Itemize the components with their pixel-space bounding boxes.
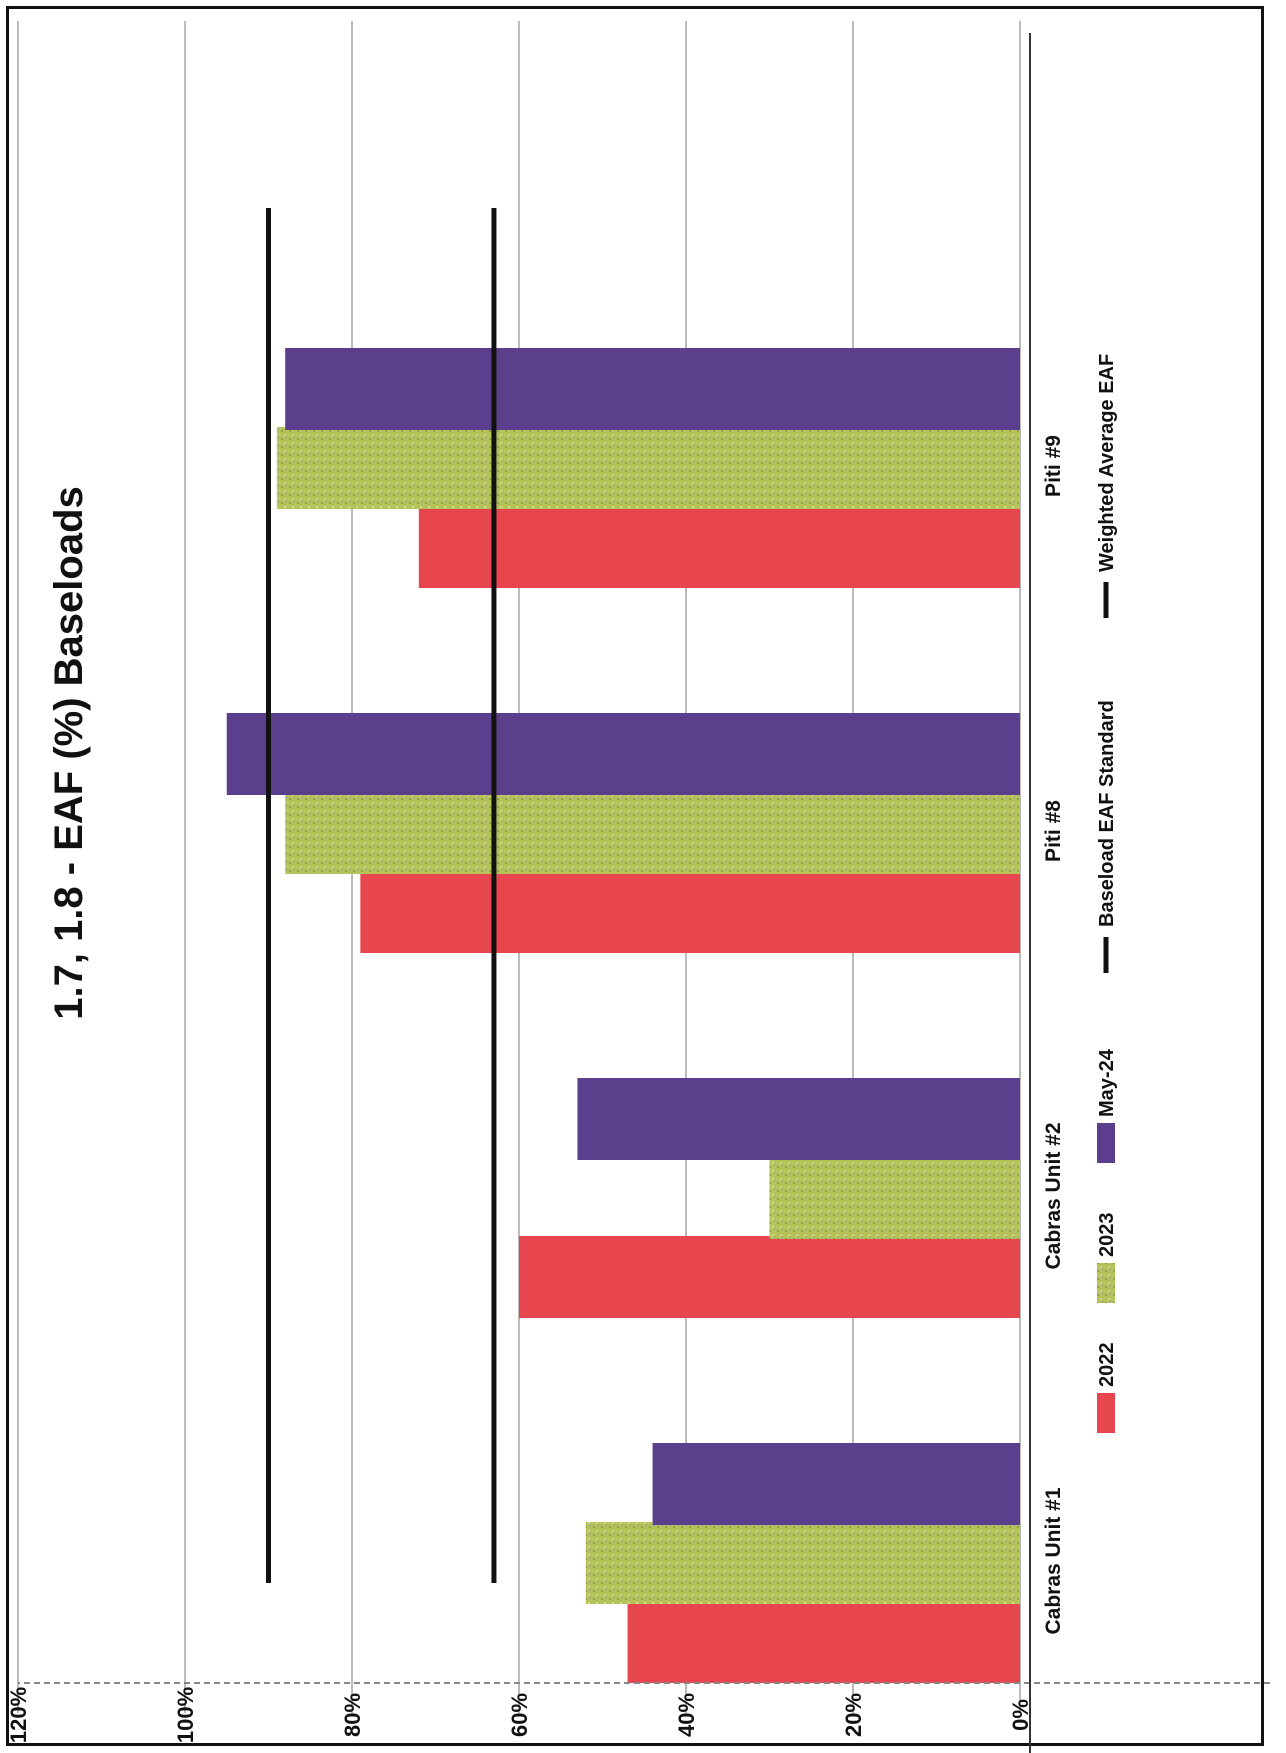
legend-label: May-24 <box>1096 1048 1118 1117</box>
tick-label: 60% <box>507 1693 532 1737</box>
legend-item: Baseload EAF Standard <box>1096 700 1118 973</box>
tick-label: 0% <box>1008 1699 1033 1731</box>
category-labels: Cabras Unit #1 Cabras Unit #2 Piti #8 Piti … <box>1042 435 1065 1634</box>
bar-may-24-4 <box>285 348 1020 430</box>
category-label: Cabras Unit #1 <box>1042 1487 1065 1634</box>
legend-item: May-24 <box>1096 1048 1118 1163</box>
legend-label: Baseload EAF Standard <box>1096 700 1118 927</box>
bar-2023-4 <box>276 427 1021 509</box>
bar-2022-3 <box>360 871 1021 953</box>
tick-label: 120% <box>6 1687 31 1743</box>
legend-label: Weighted Average EAF <box>1096 354 1118 572</box>
bar-2022-2 <box>519 1236 1020 1318</box>
category-label: Piti #9 <box>1042 435 1065 497</box>
legend-label: 2022 <box>1096 1343 1118 1388</box>
legend-swatch <box>1097 1263 1115 1303</box>
tick-label: 20% <box>841 1693 866 1737</box>
tick-label: 100% <box>173 1687 198 1743</box>
legend-swatch <box>1097 1393 1115 1433</box>
tick-label: 40% <box>674 1693 699 1737</box>
legend-item: 2023 <box>1096 1213 1118 1303</box>
bar-2022-1 <box>627 1601 1020 1683</box>
bars <box>226 348 1021 1683</box>
chart-title: 1.7, 1.8 - EAF (%) Baseloads <box>47 486 91 1020</box>
bar-may-24-1 <box>652 1443 1020 1525</box>
legend: 2022 2023 May-24 Baseload EAF Standard Weigh… <box>1096 354 1118 1433</box>
bar-2022-4 <box>418 506 1020 588</box>
legend-item: Weighted Average EAF <box>1096 354 1118 618</box>
legend-label: 2023 <box>1096 1213 1118 1258</box>
category-label: Piti #8 <box>1042 800 1065 862</box>
bar-2023-1 <box>585 1522 1020 1604</box>
legend-swatch <box>1097 1123 1115 1163</box>
bar-may-24-3 <box>226 713 1020 795</box>
chart-frame <box>6 6 1264 1746</box>
bar-may-24-2 <box>577 1078 1020 1160</box>
bar-2023-2 <box>769 1157 1020 1239</box>
legend-item: 2022 <box>1096 1343 1118 1433</box>
tick-labels: 0% 20% 40% 60% 80% 100% 120% <box>6 1687 1033 1743</box>
reference-lines <box>266 208 497 1583</box>
tick-label: 80% <box>340 1693 365 1737</box>
gridlines <box>17 21 1021 1713</box>
bar-2023-3 <box>285 792 1020 874</box>
category-label: Cabras Unit #2 <box>1042 1122 1065 1269</box>
